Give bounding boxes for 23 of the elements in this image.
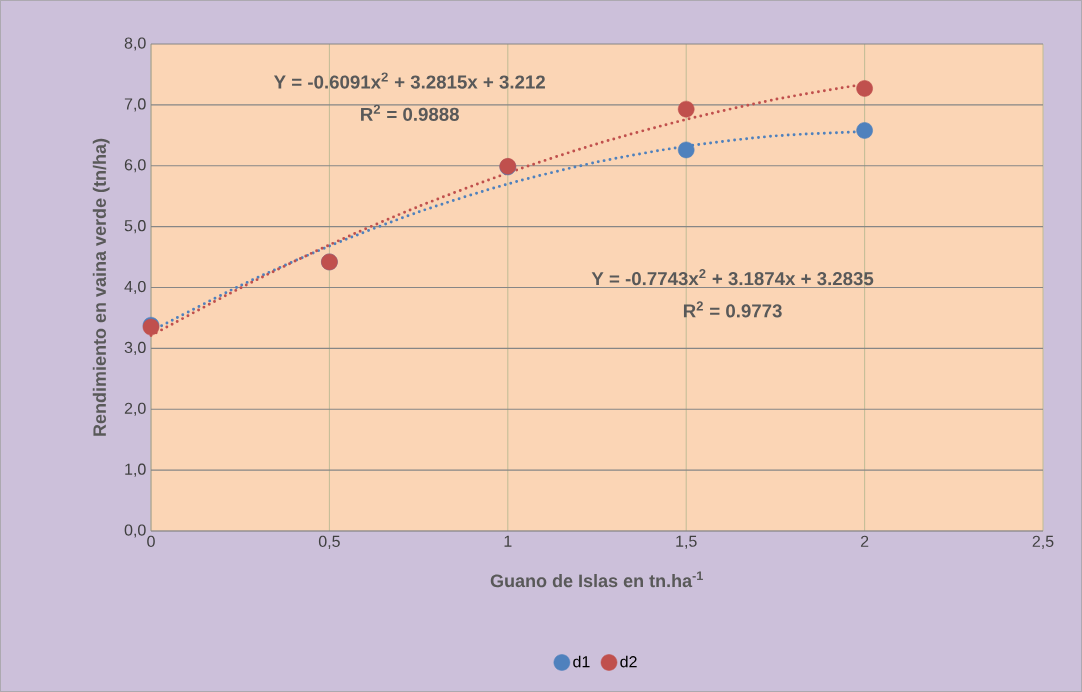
annotation: R$^{2}$ = 0.9888: [361, 104, 459, 121]
y-tick-label: 0,0: [124, 524, 146, 538]
x-tick-label: 2,5: [1032, 535, 1054, 549]
annotation: R$^{2}$ = 0.9773: [683, 301, 782, 318]
x-tick-label: 2: [860, 535, 869, 547]
y-tick-label: 5,0: [124, 220, 146, 234]
y-tick-label: 2,0: [124, 402, 146, 416]
annotation: Y = -0.7743x$^{2}$ + 3.1874x + 3.2835: [591, 269, 874, 286]
y-tick-label: 1,0: [125, 463, 146, 477]
legend-label: d2: [620, 655, 637, 668]
annotation: Y = -0.6091x$^{2}$ + 3.2815x + 3.212: [273, 72, 545, 89]
x-tick-label: 0,5: [318, 535, 340, 549]
x-axis-title: Guano de Islas en tn.ha$^{-1}$: [490, 571, 703, 588]
y-axis-title: Rendimiento en vaina verde (tn/ha): [92, 138, 110, 436]
legend-label: d1: [573, 655, 590, 668]
x-tick-label: 0: [147, 535, 155, 548]
y-tick-label: 8,0: [124, 37, 146, 51]
x-tick-label: 1,5: [676, 535, 697, 549]
y-tick-label: 3,0: [124, 341, 146, 355]
x-tick-label: 1: [504, 535, 512, 547]
y-tick-label: 6,0: [124, 159, 146, 173]
y-tick-label: 4,0: [124, 280, 146, 295]
y-tick-label: 7,0: [124, 98, 146, 112]
